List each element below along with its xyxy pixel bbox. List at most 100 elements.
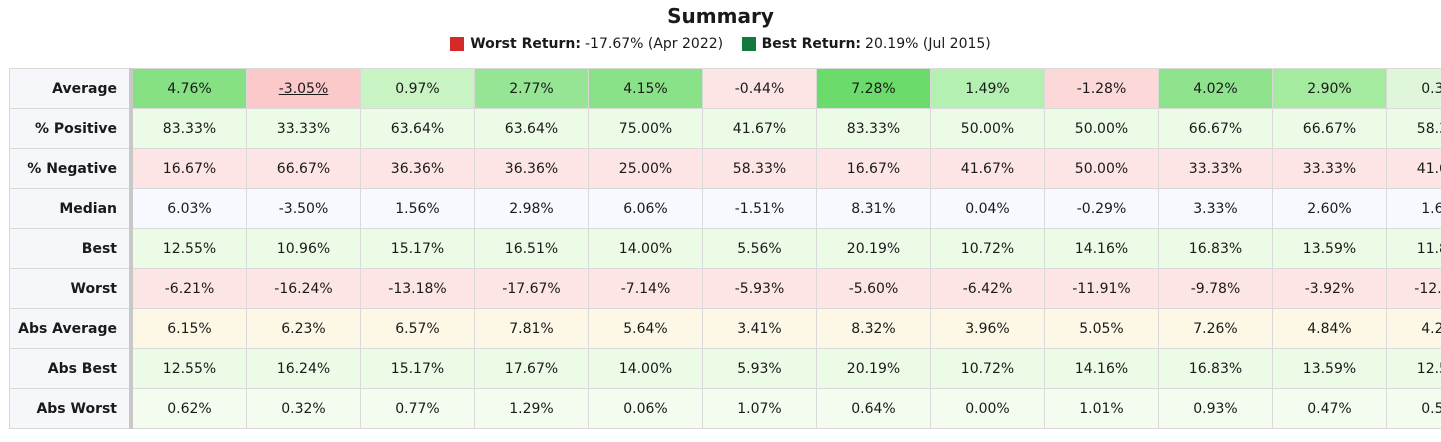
table-cell: -6.42% [930,268,1045,309]
table-cell: 33.33% [1158,148,1273,189]
table-cell: -3.05% [246,68,361,109]
table-row-abs-best: Abs Best 12.55% 16.24% 15.17% 17.67% 14.00% 5.… [9,348,1441,389]
table-cell: 16.51% [474,228,589,269]
table-cell: 0.77% [360,388,475,429]
table-cell: -7.14% [588,268,703,309]
table-cell: 13.59% [1272,348,1387,389]
table-cell: 33.33% [1272,148,1387,189]
table-cell: 50.00% [1044,148,1159,189]
table-row-median: Median 6.03% -3.50% 1.56% 2.98% 6.06% -1.51% 8.… [9,188,1441,229]
table-cell: 5.64% [588,308,703,349]
table-cell: 4.23% [1386,308,1441,349]
table-cell: 66.67% [1158,108,1273,149]
table-cell: 58.33% [1386,108,1441,149]
table-row-negative: % Negative 16.67% 66.67% 36.36% 36.36% 25.00%… [9,148,1441,189]
table-cell: 63.64% [360,108,475,149]
table-cell: 0.00% [930,388,1045,429]
table-cell: 4.84% [1272,308,1387,349]
table-cell: 36.36% [474,148,589,189]
table-cell: -0.29% [1044,188,1159,229]
table-cell: 50.00% [1044,108,1159,149]
table-cell: 25.00% [588,148,703,189]
table-cell: 63.64% [474,108,589,149]
table-cell: 1.49% [930,68,1045,109]
table-cell: 14.00% [588,348,703,389]
page-title: Summary [667,4,774,28]
table-cell: 41.67% [930,148,1045,189]
legend-worst: Worst Return: -17.67% (Apr 2022) [450,34,723,54]
table-cell: 3.33% [1158,188,1273,229]
legend-best: Best Return: 20.19% (Jul 2015) [741,34,991,54]
summary-table: Average 4.76% -3.05% 0.97% 2.77% 4.15% -0.44% 7… [9,68,1441,429]
table-cell: 17.67% [474,348,589,389]
table-cell: 16.67% [130,148,247,189]
table-cell: 6.06% [588,188,703,229]
table-cell: -9.78% [1158,268,1273,309]
worst-swatch [450,37,465,51]
row-label: % Positive [9,108,133,149]
table-cell: 41.67% [1386,148,1441,189]
table-cell: 75.00% [588,108,703,149]
table-cell: 15.17% [360,228,475,269]
table-cell: 16.67% [816,148,931,189]
table-row-best: Best 12.55% 10.96% 15.17% 16.51% 14.00% 5.56% 2… [9,228,1441,269]
table-cell: 1.69% [1386,188,1441,229]
row-label: Median [9,188,133,229]
row-label: Worst [9,268,133,309]
table-cell: -1.28% [1044,68,1159,109]
table-row-positive: % Positive 83.33% 33.33% 63.64% 63.64% 75.00%… [9,108,1441,149]
table-cell: 4.76% [130,68,247,109]
row-label: Abs Best [9,348,133,389]
table-cell: 4.15% [588,68,703,109]
legend-worst-label: Worst Return: [470,36,581,52]
table-cell: 12.54% [1386,348,1441,389]
table-cell: -12.54% [1386,268,1441,309]
legend-best-label: Best Return: [761,36,862,52]
table-cell: 3.41% [702,308,817,349]
table-cell: -13.18% [360,268,475,309]
table-cell: 83.33% [130,108,247,149]
table-cell: 6.23% [246,308,361,349]
summary-header: Summary [0,0,1441,30]
legend-worst-value: -17.67% (Apr 2022) [585,36,724,52]
row-label: Best [9,228,133,269]
table-cell: 5.05% [1044,308,1159,349]
table-cell: 0.36% [1386,68,1441,109]
row-label: Abs Average [9,308,133,349]
table-cell: 14.16% [1044,348,1159,389]
table-cell: 5.56% [702,228,817,269]
table-cell: 11.83% [1386,228,1441,269]
table-cell: 12.55% [130,348,247,389]
table-cell: 8.31% [816,188,931,229]
table-cell: 36.36% [360,148,475,189]
table-cell: 0.64% [816,388,931,429]
table-cell: 1.01% [1044,388,1159,429]
table-cell: 0.50% [1386,388,1441,429]
table-row-average: Average 4.76% -3.05% 0.97% 2.77% 4.15% -0.44% 7… [9,68,1441,109]
best-swatch [741,37,756,51]
table-cell: -16.24% [246,268,361,309]
table-cell: 2.77% [474,68,589,109]
table-cell: 2.98% [474,188,589,229]
table-cell: 14.00% [588,228,703,269]
table-cell: 7.28% [816,68,931,109]
row-label: % Negative [9,148,133,189]
table-cell: 5.93% [702,348,817,389]
table-cell: -6.21% [130,268,247,309]
table-cell: 1.29% [474,388,589,429]
table-cell: -0.44% [702,68,817,109]
table-cell: -5.60% [816,268,931,309]
table-cell: -1.51% [702,188,817,229]
table-cell: 6.03% [130,188,247,229]
table-cell: 7.26% [1158,308,1273,349]
table-cell: 33.33% [246,108,361,149]
table-cell: 0.93% [1158,388,1273,429]
table-cell: 16.83% [1158,348,1273,389]
table-cell: -5.93% [702,268,817,309]
table-cell: 66.67% [246,148,361,189]
table-cell: 0.04% [930,188,1045,229]
row-label: Average [9,68,133,109]
table-cell: 0.97% [360,68,475,109]
table-cell: 10.72% [930,348,1045,389]
table-cell: 0.06% [588,388,703,429]
